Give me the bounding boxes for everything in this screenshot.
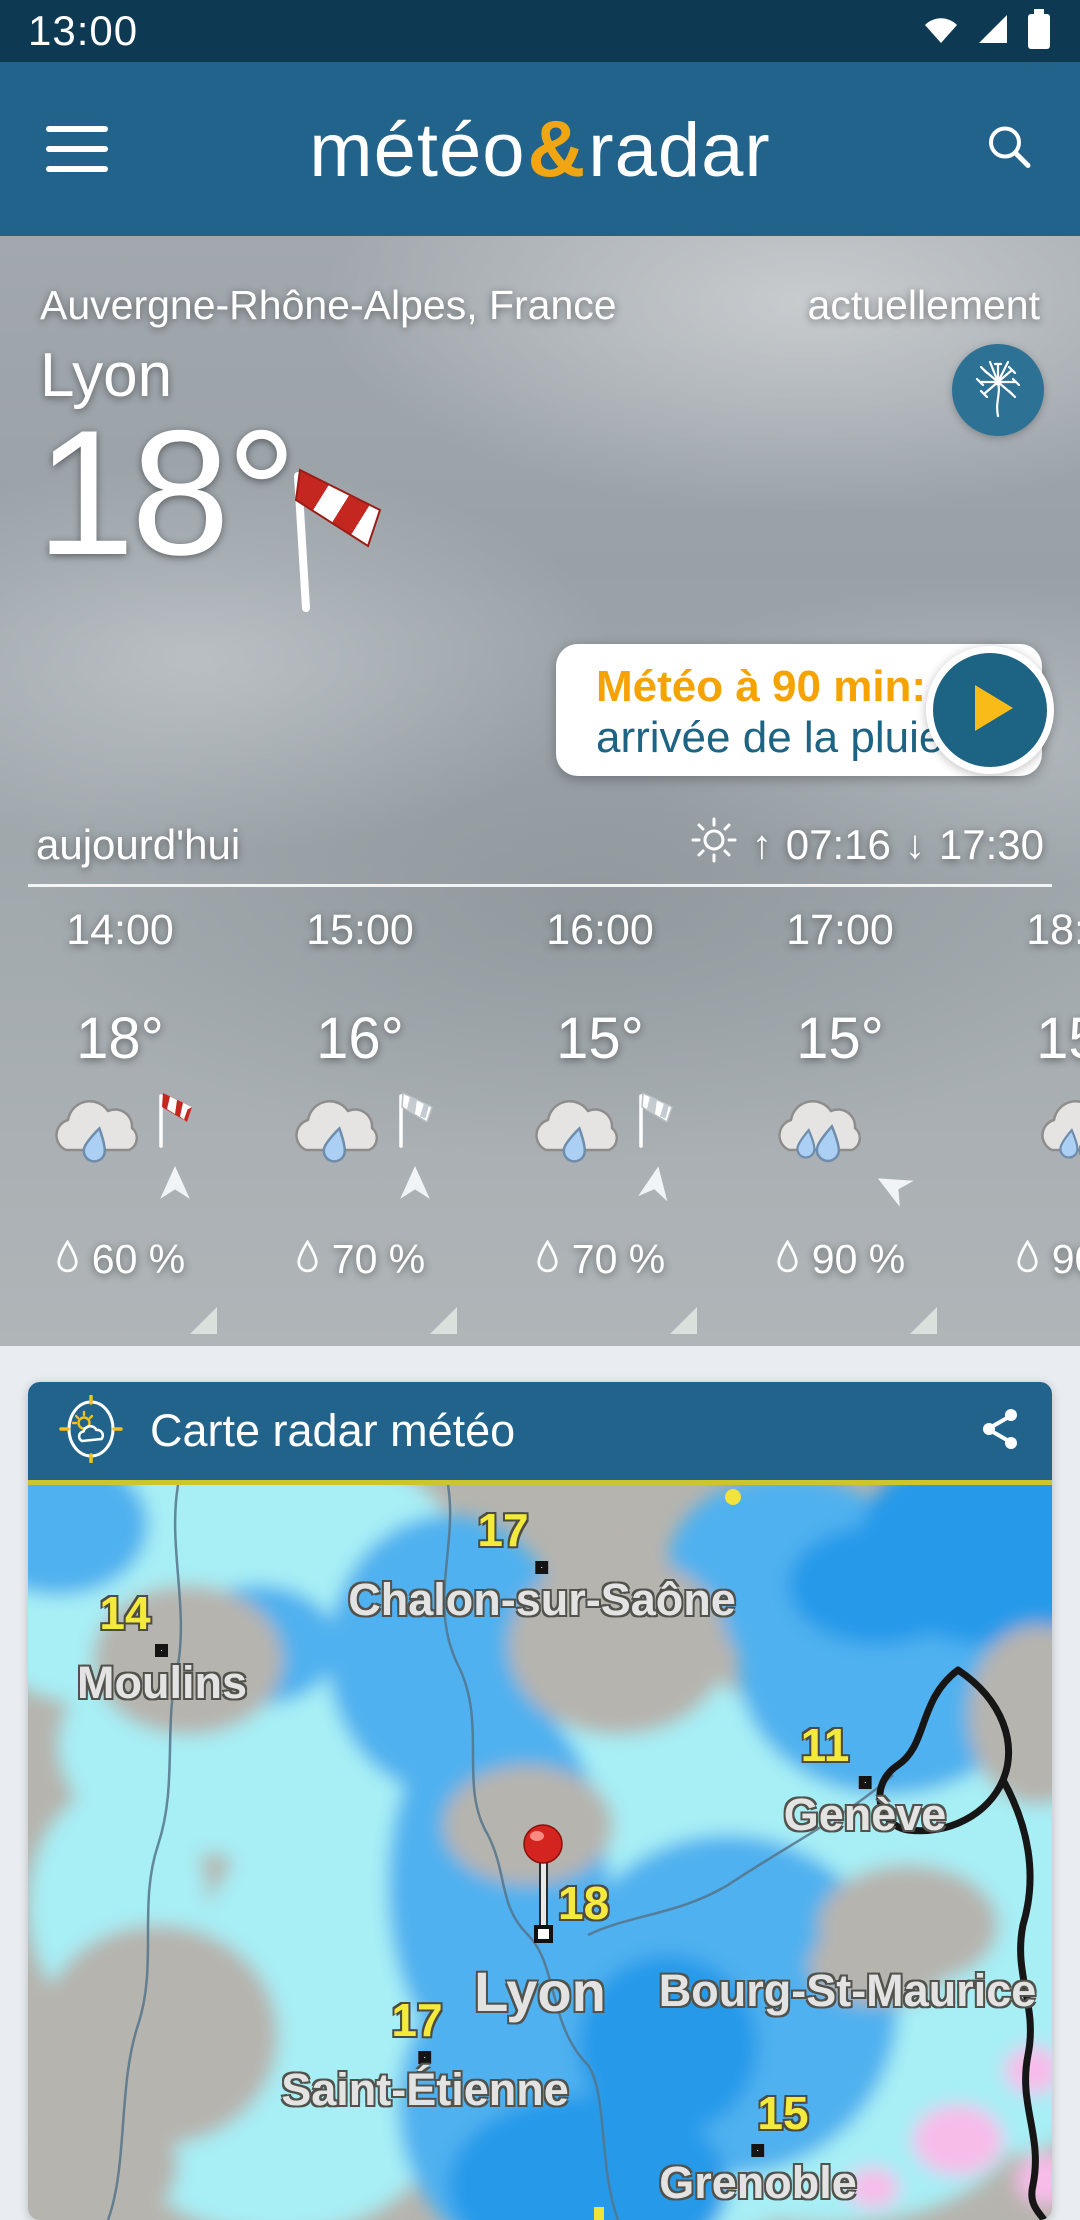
hour-time: 17:00 (786, 906, 894, 954)
pollen-button[interactable] (952, 344, 1044, 436)
hourly-forecast: 14:00 18° 60 % 15:00 16° (0, 898, 1080, 1346)
precip-probability: 70 % (571, 1236, 666, 1282)
hour-cell-16[interactable]: 16:00 15° 70 % (480, 898, 720, 1346)
expand-corner-icon (430, 1307, 457, 1334)
windsock-icon (272, 448, 422, 623)
rain-cloud-icon (524, 1094, 624, 1183)
hour-temp: 16° (316, 1006, 404, 1071)
logo-ampersand-icon: & (527, 104, 587, 193)
expand-corner-icon (190, 1307, 217, 1334)
sun-icon (690, 816, 738, 874)
wind-direction-icon (157, 1165, 193, 1206)
rain-cloud-icon (1030, 1094, 1080, 1183)
logo-meteo: météo (309, 108, 526, 193)
radar-target-icon (58, 1393, 124, 1468)
app-logo: météo&radar (309, 103, 770, 195)
radar-precipitation-layer (28, 1485, 1052, 2220)
dandelion-icon (968, 356, 1028, 425)
droplet-icon (55, 1236, 80, 1283)
precip-probability: 90 % (811, 1236, 906, 1282)
play-icon (961, 679, 1019, 742)
sunset-time: 17:30 (938, 821, 1044, 868)
droplet-icon (1015, 1236, 1040, 1283)
hour-time: 15:00 (306, 906, 414, 954)
hour-cell-14[interactable]: 14:00 18° 60 % (0, 898, 240, 1346)
radar-timeline-bar (28, 1480, 1052, 1485)
precip-probability: 90 % (1051, 1236, 1080, 1282)
hour-cell-17[interactable]: 17:00 15° 90 % (720, 898, 960, 1346)
app-bar: météo&radar (0, 62, 1080, 236)
hour-temp: 15° (796, 1006, 884, 1071)
hour-cell-18[interactable]: 18:00 15° 90 % (960, 898, 1080, 1346)
city-name: Lyon (40, 341, 173, 410)
current-temperature: 18° (36, 393, 297, 592)
region-label: Auvergne-Rhône-Alpes, France (40, 282, 617, 328)
sun-times: ↑ 07:16 ↓ 17:30 (690, 816, 1044, 874)
wifi-icon (922, 13, 960, 50)
nowcast-subtitle: arrivée de la pluie (596, 713, 944, 763)
city-name-label-lyon: Lyon (474, 1960, 606, 2023)
battery-icon (1026, 8, 1052, 55)
radar-station-dot (725, 1489, 741, 1505)
droplet-icon (775, 1236, 800, 1283)
divider (28, 884, 1052, 887)
hour-cell-15[interactable]: 15:00 16° 70 % (240, 898, 480, 1346)
expand-corner-icon (910, 1307, 937, 1334)
windsock-white-icon (394, 1088, 436, 1155)
nowcast-title: Météo à 90 min: (596, 662, 927, 711)
wind-direction-icon (868, 1162, 921, 1213)
today-label: aujourd'hui (36, 821, 241, 868)
currently-label: actuellement (807, 282, 1040, 328)
logo-radar: radar (588, 108, 771, 193)
sunset-arrow-icon: ↓ (904, 822, 925, 867)
rain-cloud-icon (284, 1094, 384, 1183)
status-bar: 13:00 (0, 0, 1080, 62)
rain-cloud-icon (44, 1094, 144, 1183)
share-icon[interactable] (978, 1406, 1022, 1457)
menu-button[interactable] (46, 126, 108, 172)
wind-direction-icon (397, 1165, 433, 1206)
signal-icon (976, 13, 1010, 50)
sunrise-arrow-icon: ↑ (751, 822, 772, 867)
radar-map[interactable]: 17 Chalon-sur-Saône 14 Moulins 11 Genève (28, 1485, 1052, 2220)
windsock-white-icon (634, 1088, 676, 1155)
status-icons (922, 8, 1052, 55)
rain-cloud-icon (767, 1094, 867, 1183)
play-button[interactable] (926, 646, 1054, 774)
expand-corner-icon (670, 1307, 697, 1334)
hour-time: 18:00 (1026, 906, 1080, 954)
windsock-red-icon (154, 1088, 196, 1155)
droplet-icon (295, 1236, 320, 1283)
radar-card-header: Carte radar météo (28, 1382, 1052, 1480)
status-clock: 13:00 (28, 7, 139, 54)
wind-direction-icon (634, 1162, 677, 1209)
radar-card: Carte radar météo (28, 1382, 1052, 2220)
hour-time: 14:00 (66, 906, 174, 954)
nowcast-card[interactable]: Météo à 90 min: arrivée de la pluie (556, 644, 1054, 776)
hour-temp: 15° (1036, 1006, 1080, 1071)
search-button[interactable] (982, 120, 1036, 179)
hour-temp: 15° (556, 1006, 644, 1071)
hour-time: 16:00 (546, 906, 654, 954)
droplet-icon (535, 1236, 560, 1283)
radar-card-title: Carte radar météo (150, 1405, 516, 1456)
precip-probability: 60 % (91, 1236, 186, 1282)
city-temp-lyon: 18 (558, 1877, 610, 1929)
current-weather-section: Auvergne-Rhône-Alpes, France actuellemen… (0, 236, 1080, 1346)
hour-temp: 18° (76, 1006, 164, 1071)
sunrise-time: 07:16 (785, 821, 891, 868)
precip-probability: 70 % (331, 1236, 426, 1282)
